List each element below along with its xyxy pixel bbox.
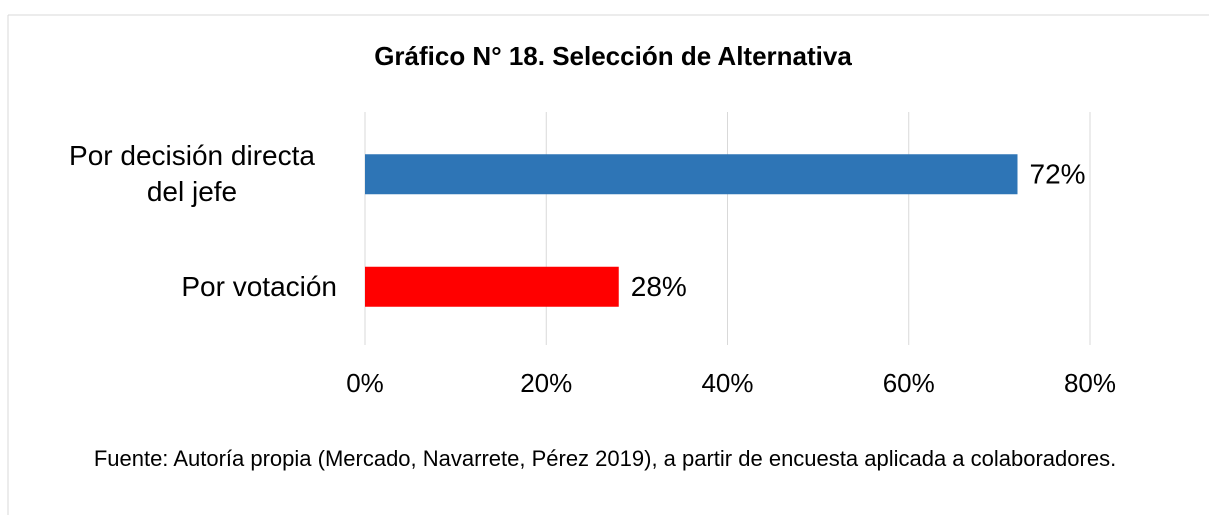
chart-title: Gráfico N° 18. Selección de Alternativa bbox=[374, 41, 852, 71]
x-tick-label: 80% bbox=[1064, 368, 1116, 398]
x-tick-label: 60% bbox=[883, 368, 935, 398]
data-label: 72% bbox=[1030, 159, 1086, 190]
x-tick-label: 0% bbox=[346, 368, 384, 398]
y-tick-label: Por votación bbox=[20, 247, 337, 327]
x-tick-label: 20% bbox=[520, 368, 572, 398]
bar bbox=[365, 266, 619, 307]
data-label: 28% bbox=[631, 271, 687, 302]
category-text: Por decisión directa del jefe bbox=[69, 140, 315, 208]
bar bbox=[365, 154, 1018, 195]
y-tick-label: Por decisión directa del jefe bbox=[20, 134, 337, 214]
source-note: Fuente: Autoría propia (Mercado, Navarre… bbox=[93, 446, 1117, 471]
x-tick-label: 40% bbox=[701, 368, 753, 398]
category-text: Por votación bbox=[181, 270, 337, 302]
